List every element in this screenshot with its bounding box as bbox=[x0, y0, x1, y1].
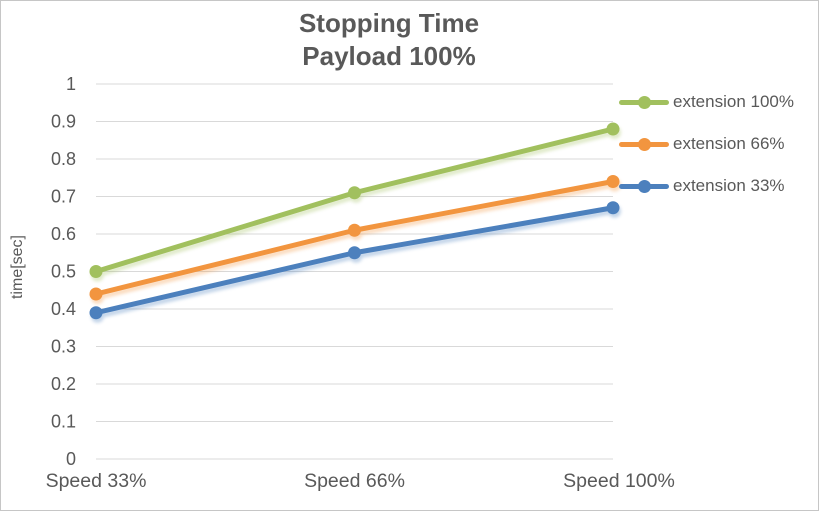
chart-title-line1: Stopping Time bbox=[298, 8, 480, 38]
y-tick-label: 0.5 bbox=[51, 262, 76, 282]
series-extension-33- bbox=[89, 201, 620, 320]
legend-label: extension 100% bbox=[673, 92, 794, 111]
x-category-label: Speed 100% bbox=[563, 470, 675, 492]
y-tick-label: 0.6 bbox=[51, 224, 76, 244]
y-tick-label: 0.9 bbox=[51, 112, 76, 132]
legend-item: extension 100% bbox=[618, 92, 794, 112]
y-tick-label: 0.7 bbox=[51, 187, 76, 207]
legend-item: extension 66% bbox=[618, 134, 794, 154]
legend-label: extension 66% bbox=[673, 134, 785, 153]
chart-title-line2: Payload 100% bbox=[302, 41, 476, 71]
y-tick-label: 1 bbox=[66, 74, 76, 94]
y-tick-label: 0.4 bbox=[51, 299, 76, 319]
series-extension-66- bbox=[89, 175, 620, 301]
series-extension-100- bbox=[89, 122, 620, 278]
legend: extension 100% extension 66% extension 3… bbox=[618, 92, 794, 196]
chart-title: Stopping Time Payload 100% bbox=[39, 7, 739, 73]
y-tick-label: 0 bbox=[66, 449, 76, 469]
legend-label: extension 33% bbox=[673, 176, 785, 195]
legend-item: extension 33% bbox=[618, 176, 794, 196]
x-category-label: Speed 66% bbox=[304, 470, 405, 492]
y-tick-label: 0.2 bbox=[51, 374, 76, 394]
y-tick-label: 0.8 bbox=[51, 149, 76, 169]
x-category-label: Speed 33% bbox=[46, 470, 147, 492]
legend-line-marker-icon bbox=[618, 92, 670, 112]
legend-line-marker-icon bbox=[618, 176, 670, 196]
legend-line-marker-icon bbox=[618, 134, 670, 154]
y-tick-label: 0.1 bbox=[51, 412, 76, 432]
y-tick-label: 0.3 bbox=[51, 337, 76, 357]
